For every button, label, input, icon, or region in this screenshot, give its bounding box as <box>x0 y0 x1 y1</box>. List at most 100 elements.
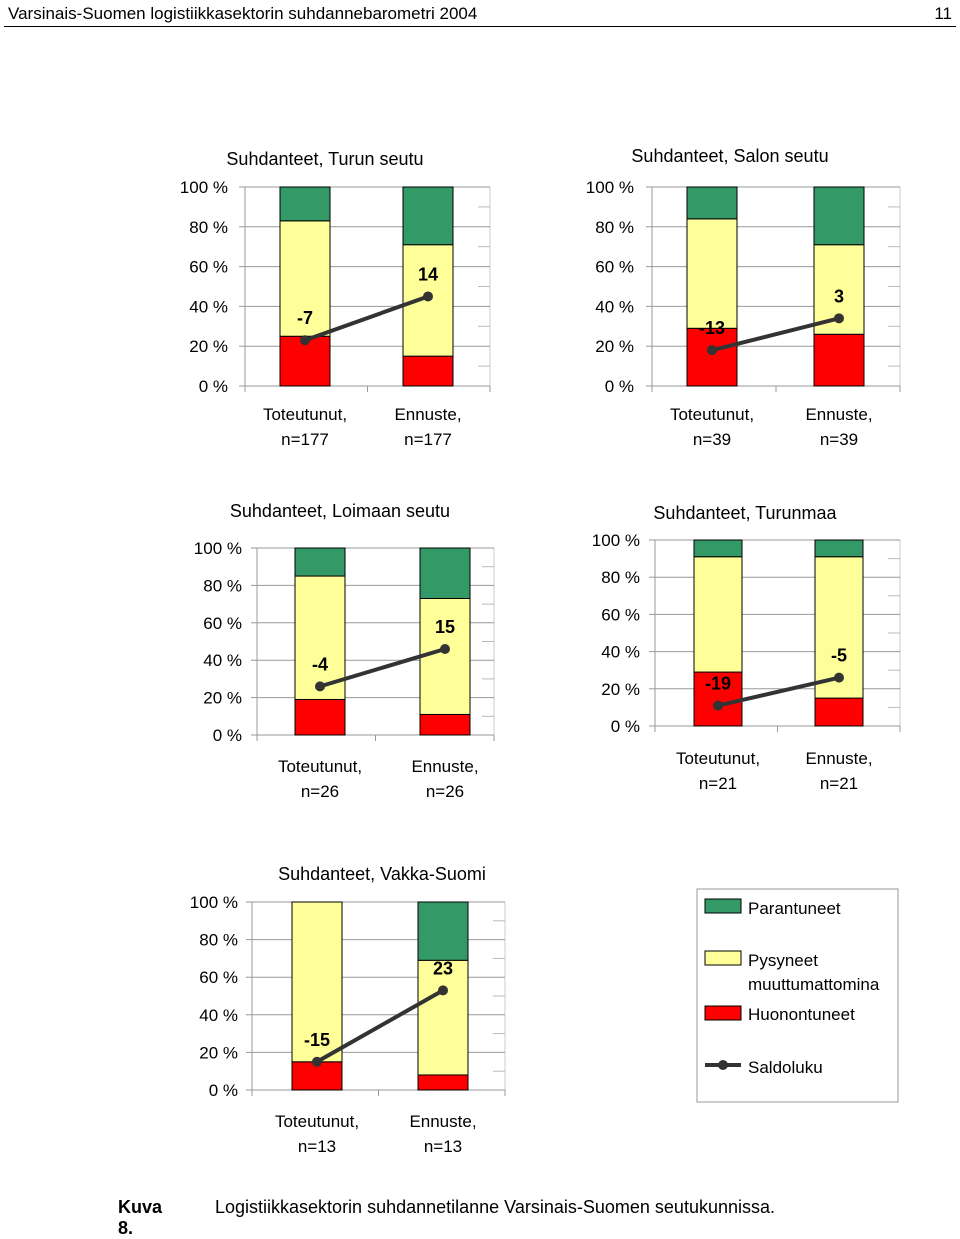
balance-point <box>707 345 717 356</box>
y-tick-label: 80 % <box>199 931 238 950</box>
y-tick-label: 40 % <box>189 297 228 316</box>
x-category-label: n=177 <box>404 430 452 449</box>
y-tick-label: 100 % <box>586 178 634 197</box>
y-tick-label: 0 % <box>213 726 242 745</box>
chart-1: 0 % 20 % 40 % 60 % 80 % 100 % Suhdanteet, Turu… <box>180 149 491 449</box>
y-tick-label: 60 % <box>189 258 228 277</box>
chart-title: Suhdanteet, Turunmaa <box>653 503 837 523</box>
bar-segment-worsened <box>814 697 864 727</box>
x-category-label: Toteutunut, <box>670 405 754 424</box>
legend: Parantuneet Pysyneet muuttumattomina Huo… <box>696 888 899 1103</box>
x-category-label: Ennuste, <box>409 1112 476 1131</box>
bar-segment-worsened <box>686 327 738 387</box>
x-category-label: Ennuste, <box>411 757 478 776</box>
x-category-label: n=21 <box>820 774 858 793</box>
y-tick-label: 100 % <box>180 178 228 197</box>
balance-point <box>423 291 433 302</box>
balance-label: 14 <box>418 264 438 284</box>
balance-label: 3 <box>834 286 844 306</box>
y-tick-label: 40 % <box>595 297 634 316</box>
y-tick-label: 0 % <box>209 1081 238 1100</box>
chart-5: 0 % 20 % 40 % 60 % 80 % 100 % Suhdanteet, Vakk… <box>190 864 506 1156</box>
legend-label-unchanged-2: muuttumattomina <box>748 975 880 994</box>
y-tick-label: 40 % <box>203 651 242 670</box>
bar-segment-unchanged <box>291 901 343 1063</box>
balance-line <box>711 316 840 353</box>
bar-segment-unchanged <box>686 218 738 329</box>
legend-marker-balance <box>718 1060 728 1070</box>
chart-title: Suhdanteet, Turun seutu <box>226 149 423 169</box>
balance-point <box>300 335 310 346</box>
y-tick-label: 40 % <box>601 643 640 662</box>
y-tick-label: 60 % <box>595 258 634 277</box>
balance-label: 23 <box>433 958 453 978</box>
balance-label: 15 <box>435 617 455 637</box>
page-header: Varsinais-Suomen logistiikkasektorin suh… <box>4 4 956 27</box>
x-category-label: n=13 <box>424 1137 462 1156</box>
bar-segment-worsened <box>402 355 454 387</box>
bar-segment-worsened <box>813 333 865 387</box>
balance-label: -13 <box>699 318 725 338</box>
bar-segment-improved <box>402 186 454 246</box>
balance-point <box>312 1056 322 1067</box>
y-tick-label: 100 % <box>190 893 238 912</box>
balance-label: -5 <box>831 646 847 666</box>
bar-segment-improved <box>686 186 738 220</box>
chart-4: 0 % 20 % 40 % 60 % 80 % 100 % Suhdanteet, Turu… <box>592 503 901 793</box>
balance-point <box>438 985 448 996</box>
y-tick-label: 20 % <box>199 1043 238 1062</box>
legend-swatch-unchanged <box>704 950 742 966</box>
legend-label-balance: Saldoluku <box>748 1058 823 1077</box>
x-category-label: Toteutunut, <box>676 749 760 768</box>
legend-label-improved: Parantuneet <box>748 899 841 918</box>
caption-text: Logistiikkasektorin suhdannetilanne Vars… <box>215 1197 775 1217</box>
x-category-label: Toteutunut, <box>275 1112 359 1131</box>
y-tick-label: 80 % <box>203 576 242 595</box>
bar-segment-improved <box>814 539 864 558</box>
chart-2: 0 % 20 % 40 % 60 % 80 % 100 % Suhdanteet, Salo… <box>586 146 901 449</box>
y-tick-label: 20 % <box>189 337 228 356</box>
y-tick-label: 20 % <box>595 337 634 356</box>
chart-3: 0 % 20 % 40 % 60 % 80 % 100 % Suhdanteet, Loim… <box>194 501 495 801</box>
y-tick-label: 0 % <box>611 717 640 736</box>
x-category-label: Ennuste, <box>805 749 872 768</box>
bar-segment-improved <box>417 901 469 961</box>
y-tick-label: 60 % <box>199 968 238 987</box>
legend-label-unchanged-1: Pysyneet <box>748 951 818 970</box>
y-tick-label: 100 % <box>592 531 640 550</box>
x-category-label: n=177 <box>281 430 329 449</box>
balance-line <box>319 647 446 689</box>
balance-label: -19 <box>705 674 731 694</box>
x-category-label: n=13 <box>298 1137 336 1156</box>
balance-label: -4 <box>312 654 328 674</box>
bar-segment-improved <box>813 186 865 246</box>
balance-point <box>713 700 723 711</box>
y-tick-label: 100 % <box>194 539 242 558</box>
x-category-label: Toteutunut, <box>263 405 347 424</box>
y-tick-label: 0 % <box>199 377 228 396</box>
caption-label: Kuva 8. <box>118 1197 163 1238</box>
y-tick-label: 20 % <box>601 680 640 699</box>
y-tick-label: 80 % <box>595 218 634 237</box>
y-tick-label: 80 % <box>189 218 228 237</box>
bar-segment-unchanged <box>279 220 331 337</box>
y-tick-label: 80 % <box>601 568 640 587</box>
page-number: 11 <box>934 4 952 23</box>
bar-segment-unchanged <box>294 575 346 700</box>
y-tick-label: 60 % <box>601 605 640 624</box>
chart-title: Suhdanteet, Vakka-Suomi <box>278 864 486 884</box>
bar-segment-improved <box>294 547 346 577</box>
balance-line <box>316 988 444 1064</box>
y-tick-label: 60 % <box>203 614 242 633</box>
x-category-label: n=39 <box>693 430 731 449</box>
balance-line <box>717 675 840 708</box>
bar-segment-worsened <box>419 713 471 736</box>
balance-point <box>440 643 450 654</box>
bar-segment-improved <box>693 539 743 558</box>
balance-point <box>834 672 844 683</box>
bar-segment-worsened <box>417 1074 469 1091</box>
bar-segment-improved <box>279 186 331 222</box>
y-tick-label: 20 % <box>203 689 242 708</box>
chart-title: Suhdanteet, Salon seutu <box>631 146 828 166</box>
